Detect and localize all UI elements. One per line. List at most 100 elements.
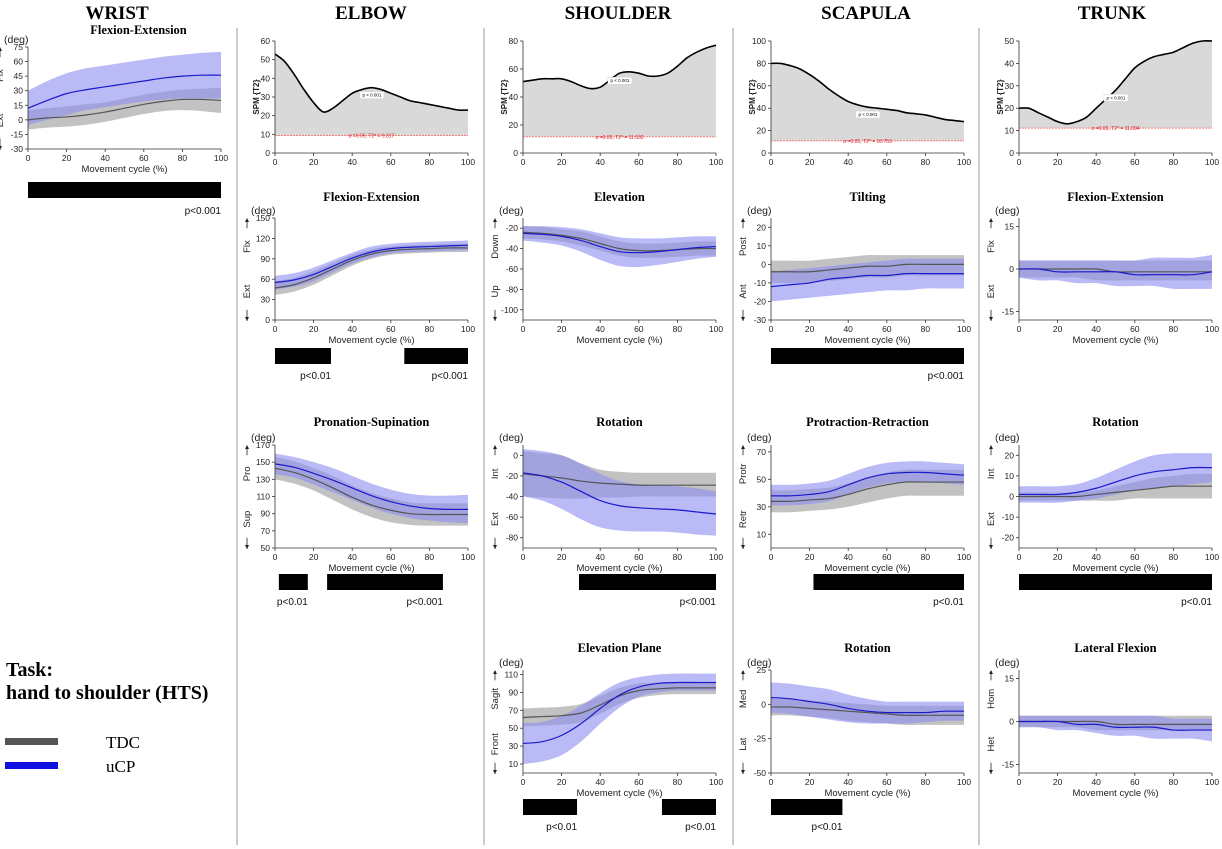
y-label-top: Flx	[242, 240, 253, 253]
x-tick-label: 60	[634, 552, 644, 562]
x-tick-label: 100	[957, 157, 971, 167]
y-tick-label: 20	[1005, 450, 1015, 460]
x-tick-label: 20	[805, 324, 815, 334]
chart-title: Protraction-Retraction	[806, 415, 929, 429]
band-ucp	[523, 673, 716, 765]
y-tick-label: -60	[506, 264, 519, 274]
x-tick-label: 0	[521, 777, 526, 787]
column-header-shoulder: SHOULDER	[565, 3, 672, 24]
mean-line-ucp	[27, 74, 222, 109]
y-label-top: Post	[738, 237, 749, 256]
x-tick-label: 20	[805, 552, 815, 562]
x-tick-label: 20	[557, 157, 567, 167]
x-tick-label: 100	[461, 324, 475, 334]
y-tick-label: 0	[761, 699, 766, 709]
y-tick-label: 30	[261, 295, 271, 305]
x-tick-label: 20	[805, 777, 815, 787]
x-axis-label: Movement cycle (%)	[1072, 788, 1158, 799]
y-tick-label: 50	[509, 723, 519, 733]
x-tick-label: 40	[347, 552, 357, 562]
significance-bar	[28, 182, 221, 198]
x-tick-label: 80	[1169, 777, 1179, 787]
y-tick-label: 150	[256, 213, 270, 223]
y-tick-label: -20	[754, 296, 767, 306]
x-tick-label: 0	[521, 157, 526, 167]
y-tick-label: 15	[1005, 674, 1015, 684]
spm-threshold-label: α =0.05, T2* = 11.094	[1091, 126, 1139, 132]
x-tick-label: 60	[1130, 552, 1140, 562]
y-tick-label: 130	[256, 474, 270, 484]
y-tick-label: 10	[757, 241, 767, 251]
y-tick-label: -100	[501, 305, 518, 315]
x-tick-label: 40	[843, 552, 853, 562]
x-tick-label: 100	[461, 157, 475, 167]
significance-bar	[1019, 574, 1212, 590]
arrowhead-up-icon	[741, 670, 745, 674]
y-tick-label: -60	[506, 512, 519, 522]
band-ucp	[771, 682, 964, 724]
spm-y-label: SPM {T2}	[252, 79, 261, 114]
x-tick-label: 100	[1205, 157, 1219, 167]
x-tick-label: 80	[673, 552, 683, 562]
y-tick-label: -20	[1002, 533, 1015, 543]
x-axis-label: Movement cycle (%)	[1072, 335, 1158, 346]
y-tick-label: 0	[265, 315, 270, 325]
x-tick-label: 80	[921, 324, 931, 334]
x-tick-label: 0	[521, 324, 526, 334]
column-header-elbow: ELBOW	[335, 3, 407, 24]
x-tick-label: 100	[709, 777, 723, 787]
y-tick-label: -80	[506, 533, 519, 543]
x-tick-label: 20	[1053, 324, 1063, 334]
significance-bar	[278, 574, 308, 590]
y-tick-label: -80	[506, 284, 519, 294]
unit-label: (deg)	[251, 205, 276, 217]
y-tick-label: -10	[1002, 512, 1015, 522]
x-tick-label: 100	[957, 552, 971, 562]
mean-line-tdc	[522, 687, 716, 719]
spm-curve	[1018, 40, 1213, 125]
y-label-bottom: Ext	[986, 284, 997, 298]
chart-scapula-pr: Protraction-Retraction 10 30 50 70 0 20 40 60 80 1…	[738, 415, 971, 608]
y-tick-label: 0	[761, 148, 766, 158]
y-tick-label: 70	[757, 447, 767, 457]
band-ucp	[523, 226, 716, 268]
x-tick-label: 0	[273, 324, 278, 334]
y-tick-label: -30	[754, 315, 767, 325]
arrowhead-up-icon	[741, 445, 745, 449]
y-tick-label: 80	[509, 36, 519, 46]
significance-bar	[327, 574, 443, 590]
x-tick-label: 20	[557, 324, 567, 334]
y-label-bottom: Ext	[986, 512, 997, 526]
mean-line-ucp	[1019, 466, 1213, 496]
y-tick-label: 0	[1009, 492, 1014, 502]
x-tick-label: 100	[1205, 324, 1219, 334]
y-tick-label: 0	[1009, 264, 1014, 274]
significance-label: p<0.01	[546, 822, 577, 833]
unit-label: (deg)	[4, 34, 29, 46]
y-tick-label: 60	[509, 64, 519, 74]
arrowhead-up-icon	[989, 218, 993, 222]
arrowhead-up-icon	[989, 670, 993, 674]
x-tick-label: 0	[26, 153, 31, 163]
chart-title: Pronation-Supination	[314, 415, 430, 429]
x-tick-label: 0	[1017, 157, 1022, 167]
significance-bar	[813, 574, 964, 590]
significance-label: p<0.01	[277, 597, 308, 608]
x-tick-label: 80	[921, 777, 931, 787]
band-ucp	[1019, 453, 1212, 503]
band-ucp	[771, 258, 964, 302]
y-label-top: Hom	[986, 689, 997, 709]
y-tick-label: 20	[757, 126, 767, 136]
y-label-bottom: Ant	[738, 284, 749, 299]
x-tick-label: 60	[634, 324, 644, 334]
x-tick-label: 0	[769, 777, 774, 787]
significance-label: p<0.01	[812, 822, 843, 833]
x-tick-label: 80	[673, 324, 683, 334]
x-tick-label: 60	[634, 777, 644, 787]
x-tick-label: 20	[309, 157, 319, 167]
x-tick-label: 80	[921, 157, 931, 167]
y-tick-label: -50	[754, 768, 767, 778]
significance-label: p<0.01	[1181, 597, 1212, 608]
x-axis-label: Movement cycle (%)	[576, 788, 662, 799]
arrowhead-down-icon	[493, 770, 497, 774]
